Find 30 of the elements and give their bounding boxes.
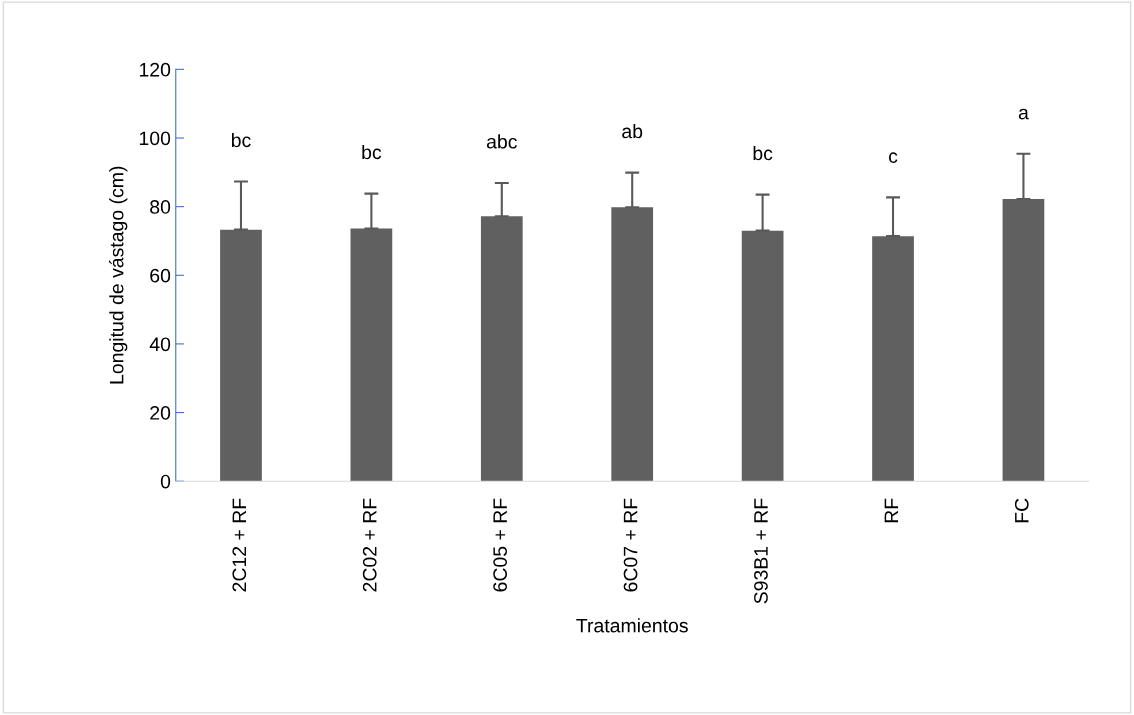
x-tick-label: S93B1 + RF (754, 498, 768, 604)
y-tick-label: 40 (149, 337, 171, 352)
bar (350, 228, 393, 482)
x-tick-label: 6C07 + RF (623, 498, 638, 592)
bar (480, 216, 523, 482)
x-tick-label: 2C12 + RF (232, 498, 247, 592)
y-axis-title: Longitud de vástago (cm) (109, 166, 128, 384)
x-tick-label: RF (884, 498, 899, 523)
y-tick-label: 60 (150, 268, 171, 283)
bar (741, 230, 784, 482)
annotation: abc (486, 134, 517, 149)
y-tick-label: 100 (139, 131, 171, 146)
x-tick-label: FC (1014, 498, 1029, 523)
bar (611, 207, 654, 482)
annotation: bc (753, 145, 773, 161)
annotation: a (1018, 108, 1029, 120)
bar (872, 236, 914, 482)
annotation: bc (362, 144, 382, 160)
annotation: bc (231, 132, 251, 148)
y-tick-label: 20 (150, 406, 171, 420)
x-tick-label: 2C02 + RF (362, 498, 377, 592)
bar (1002, 199, 1045, 482)
x-axis-title: Tratamientos (576, 618, 688, 633)
annotation: ab (622, 123, 643, 139)
x-tick-label: 6C05 + RF (493, 498, 508, 592)
y-tick-label: 80 (150, 200, 171, 214)
y-tick-label: 120 (139, 62, 171, 77)
annotation: c (888, 152, 898, 163)
y-tick-label: 0 (160, 474, 171, 489)
bar (220, 229, 262, 482)
